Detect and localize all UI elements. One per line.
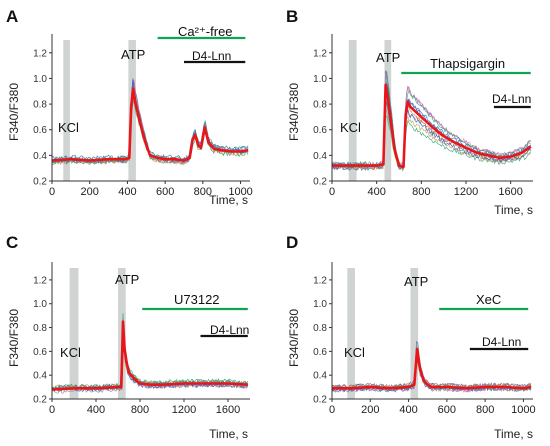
y-tick-label: 0.6 [33, 125, 47, 136]
x-tick-label: 800 [131, 404, 149, 416]
x-tick-label: 0 [329, 404, 335, 416]
x-tick-label: 400 [118, 186, 136, 198]
panel-letter: C [6, 233, 18, 252]
stim-label-atp: ATP [376, 50, 400, 65]
bar-label-u73122: U73122 [174, 292, 220, 307]
bar-label-d4-lnn: D4-Lnn [210, 323, 249, 337]
stimulus-box-atp [410, 268, 419, 399]
stim-label-atp: ATP [121, 47, 145, 62]
stim-label-atp: ATP [404, 274, 428, 289]
bar-label-xec: XeC [476, 292, 501, 307]
x-tick-label: 800 [194, 186, 212, 198]
stim-label-kcl: KCl [340, 120, 361, 135]
y-tick-label: 0.4 [313, 371, 327, 382]
y-axis-label: F340/F380 [7, 309, 21, 367]
y-tick-label: 1.0 [313, 74, 327, 85]
stimulus-box-kcl [69, 268, 79, 399]
y-tick-label: 1.0 [313, 299, 327, 310]
x-tick-label: 600 [156, 186, 174, 198]
x-axis-label: Time, s [209, 427, 248, 441]
panel-c: 0.2 0.4 0.6 0.8 1.0 1.2 0 400 800 1200 1600 C F340/F… [6, 233, 250, 441]
mean-trace [51, 87, 249, 162]
bar-label-calcium-free: Ca²⁺-free [178, 24, 233, 39]
panel-letter: D [286, 233, 298, 252]
bar-label-d4-lnn: D4-Lnn [192, 49, 231, 63]
stim-label-atp: ATP [115, 272, 139, 287]
x-axis-label: Time, s [209, 193, 248, 207]
x-tick-label: 0 [49, 404, 55, 416]
y-tick-label: 1.2 [313, 275, 327, 286]
y-tick-label: 0.2 [33, 395, 47, 406]
cell-trace [331, 71, 532, 168]
y-tick-label: 0.4 [33, 371, 47, 382]
x-tick-label: 1000 [228, 186, 252, 198]
stim-label-kcl: KCl [58, 120, 79, 135]
x-tick-label: 1600 [498, 186, 522, 198]
panel-a: 0.2 0.4 0.6 0.8 1.0 1.2 0 200 400 600 800 1000 A F340… [6, 7, 253, 207]
x-tick-label: 1600 [216, 404, 240, 416]
mean-trace [51, 320, 248, 391]
cell-trace [51, 78, 249, 162]
x-tick-label: 0 [329, 186, 335, 198]
x-tick-label: 400 [399, 404, 417, 416]
x-tick-label: 0 [49, 186, 55, 198]
y-tick-label: 0.8 [33, 100, 47, 111]
y-tick-label: 0.4 [33, 151, 47, 162]
y-tick-label: 0.8 [33, 323, 47, 334]
panel-d: 0.2 0.4 0.6 0.8 1.0 1.2 0 200 400 600 800 1000 D F340… [286, 233, 536, 441]
y-tick-label: 1.2 [33, 48, 47, 59]
x-tick-label: 200 [81, 186, 99, 198]
stim-label-kcl: KCl [60, 345, 81, 360]
panel-b: 0.2 0.4 0.6 0.8 1.0 1.2 0 400 800 1200 1600 B F340/F… [286, 7, 533, 217]
y-tick-label: 0.2 [313, 395, 327, 406]
y-tick-label: 0.2 [313, 177, 327, 188]
x-tick-label: 200 [361, 404, 379, 416]
panel-letter: B [286, 7, 298, 26]
y-tick-label: 1.0 [33, 74, 47, 85]
panel-letter: A [6, 7, 18, 26]
x-tick-label: 1200 [454, 186, 478, 198]
y-tick-label: 1.2 [33, 275, 47, 286]
y-axis-label: F340/F380 [287, 83, 301, 141]
y-tick-label: 1.2 [313, 48, 327, 59]
bar-label-d4-lnn: D4-Lnn [482, 335, 521, 349]
bar-label-thapsigargin: Thapsigargin [430, 56, 505, 71]
y-tick-label: 0.6 [313, 347, 327, 358]
y-axis-label: F340/F380 [7, 83, 21, 141]
stimulus-box-kcl [63, 40, 70, 181]
y-tick-label: 0.2 [33, 177, 47, 188]
stim-label-kcl: KCl [344, 345, 365, 360]
cell-trace [331, 97, 532, 171]
bar-label-d4-lnn: D4-Lnn [492, 92, 531, 106]
y-tick-label: 0.4 [313, 151, 327, 162]
y-tick-label: 0.6 [313, 125, 327, 136]
cell-trace [331, 70, 532, 168]
stimulus-box-kcl [347, 268, 355, 399]
mean-trace [332, 347, 532, 390]
x-tick-label: 600 [438, 404, 456, 416]
x-tick-label: 800 [412, 186, 430, 198]
y-tick-label: 0.8 [313, 100, 327, 111]
x-axis-label: Time, s [494, 427, 533, 441]
cell-trace [331, 354, 532, 394]
x-tick-label: 400 [87, 404, 105, 416]
y-tick-label: 0.6 [33, 347, 47, 358]
x-tick-label: 800 [476, 404, 494, 416]
mean-trace [332, 83, 532, 169]
x-tick-label: 1200 [172, 404, 196, 416]
stimulus-box-kcl [348, 40, 357, 181]
x-axis-label: Time, s [494, 203, 533, 217]
x-tick-label: 1000 [511, 404, 535, 416]
x-tick-label: 400 [367, 186, 385, 198]
y-tick-label: 0.8 [313, 323, 327, 334]
y-axis-label: F340/F380 [287, 309, 301, 367]
cell-trace [331, 70, 531, 168]
y-tick-label: 1.0 [33, 299, 47, 310]
